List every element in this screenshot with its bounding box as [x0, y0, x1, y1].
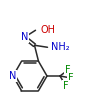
Text: N: N — [9, 71, 17, 81]
Text: NH₂: NH₂ — [52, 42, 70, 52]
Text: F: F — [63, 81, 69, 91]
Text: N: N — [21, 32, 28, 42]
Text: OH: OH — [40, 25, 56, 35]
Text: F: F — [65, 65, 71, 75]
Text: F: F — [68, 73, 74, 83]
